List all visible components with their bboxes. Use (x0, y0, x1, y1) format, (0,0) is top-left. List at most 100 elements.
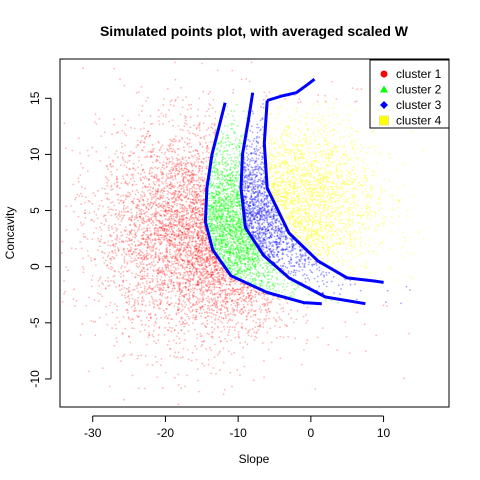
cluster-1-point (170, 290, 173, 293)
cluster-1-point (123, 204, 125, 207)
cluster-1-point (182, 347, 185, 350)
cluster-1-point (183, 125, 186, 128)
cluster-1-point (116, 178, 118, 181)
cluster-1-point (128, 168, 131, 170)
cluster-1-point (178, 222, 181, 225)
cluster-1-point (74, 198, 76, 201)
cluster-1-point (203, 225, 206, 228)
cluster-2-point (237, 144, 239, 147)
cluster-2-point (230, 218, 233, 220)
cluster-3-point (262, 106, 265, 109)
cluster-1-point (204, 173, 207, 175)
cluster-2-point (245, 243, 248, 246)
cluster-1-point (146, 239, 149, 241)
cluster-1-point (109, 262, 112, 265)
cluster-1-point (178, 223, 180, 226)
cluster-1-point (151, 298, 154, 301)
cluster-1-point (189, 209, 192, 212)
cluster-1-point (154, 264, 157, 266)
cluster-1-point (123, 247, 125, 250)
cluster-1-point (220, 308, 222, 311)
cluster-2-point (224, 249, 227, 252)
cluster-1-point (178, 220, 181, 223)
cluster-3-point (304, 254, 307, 257)
cluster-2-point (231, 171, 233, 174)
cluster-1-point (137, 283, 140, 285)
cluster-2-point (213, 239, 216, 242)
cluster-1-point (154, 320, 157, 323)
cluster-1-point (179, 282, 182, 285)
cluster-2-point (236, 216, 239, 218)
cluster-1-point (155, 199, 157, 201)
cluster-1-point (148, 169, 151, 172)
cluster-1-point (248, 300, 251, 303)
cluster-1-point (178, 320, 181, 323)
cluster-1-point (126, 248, 129, 250)
cluster-1-point (159, 233, 162, 236)
cluster-1-point (85, 305, 88, 307)
cluster-1-point (128, 182, 131, 184)
cluster-1-point (172, 284, 175, 286)
cluster-3-point (256, 163, 259, 166)
cluster-1-point (212, 367, 215, 369)
cluster-1-point (141, 222, 144, 224)
cluster-1-point (101, 251, 104, 254)
cluster-1-point (143, 156, 146, 159)
cluster-1-point (182, 249, 185, 252)
cluster-1-point (138, 207, 140, 210)
cluster-1-point (178, 230, 181, 233)
cluster-1-point (150, 288, 153, 291)
cluster-1-point (124, 182, 127, 184)
cluster-1-point (225, 283, 228, 286)
cluster-1-point (159, 194, 162, 197)
cluster-1-point (148, 331, 150, 334)
cluster-1-point (170, 99, 173, 101)
cluster-3-point (247, 178, 249, 181)
cluster-1-point (152, 335, 155, 338)
cluster-1-point (150, 206, 153, 209)
cluster-1-point (148, 281, 151, 284)
cluster-1-point (110, 165, 113, 168)
cluster-1-point (135, 265, 138, 268)
cluster-1-point (218, 269, 221, 271)
cluster-3-point (288, 246, 291, 248)
cluster-1-point (92, 192, 95, 195)
cluster-1-point (199, 165, 202, 168)
cluster-1-point (195, 198, 197, 201)
cluster-3-point (288, 246, 291, 248)
cluster-1-point (186, 186, 189, 189)
cluster-4-point (287, 223, 289, 226)
cluster-1-point (122, 177, 125, 180)
cluster-2-point (213, 243, 216, 246)
cluster-1-point (196, 234, 199, 237)
cluster-1-point (199, 243, 202, 246)
cluster-1-point (61, 300, 64, 303)
cluster-2-point (278, 283, 281, 286)
cluster-1-point (143, 287, 146, 290)
cluster-1-point (180, 167, 183, 170)
cluster-1-point (185, 195, 188, 198)
cluster-1-point (149, 316, 152, 319)
cluster-1-point (131, 297, 134, 300)
cluster-1-point (169, 222, 172, 225)
cluster-1-point (141, 203, 143, 206)
cluster-3-point (257, 157, 260, 160)
cluster-1-point (177, 311, 180, 314)
cluster-1-point (203, 246, 205, 249)
cluster-3-point (258, 154, 261, 157)
cluster-1-point (225, 274, 228, 277)
cluster-1-point (156, 281, 159, 284)
cluster-1-point (122, 279, 124, 282)
cluster-1-point (122, 175, 124, 178)
cluster-1-point (201, 286, 204, 288)
cluster-1-point (157, 202, 160, 205)
cluster-1-point (188, 285, 190, 288)
cluster-1-point (166, 218, 168, 221)
cluster-1-point (116, 186, 119, 188)
cluster-1-point (199, 239, 201, 242)
cluster-1-point (139, 292, 142, 295)
cluster-1-point (102, 215, 105, 218)
cluster-1-point (124, 327, 126, 330)
cluster-1-point (190, 236, 193, 239)
cluster-2-point (249, 243, 252, 246)
